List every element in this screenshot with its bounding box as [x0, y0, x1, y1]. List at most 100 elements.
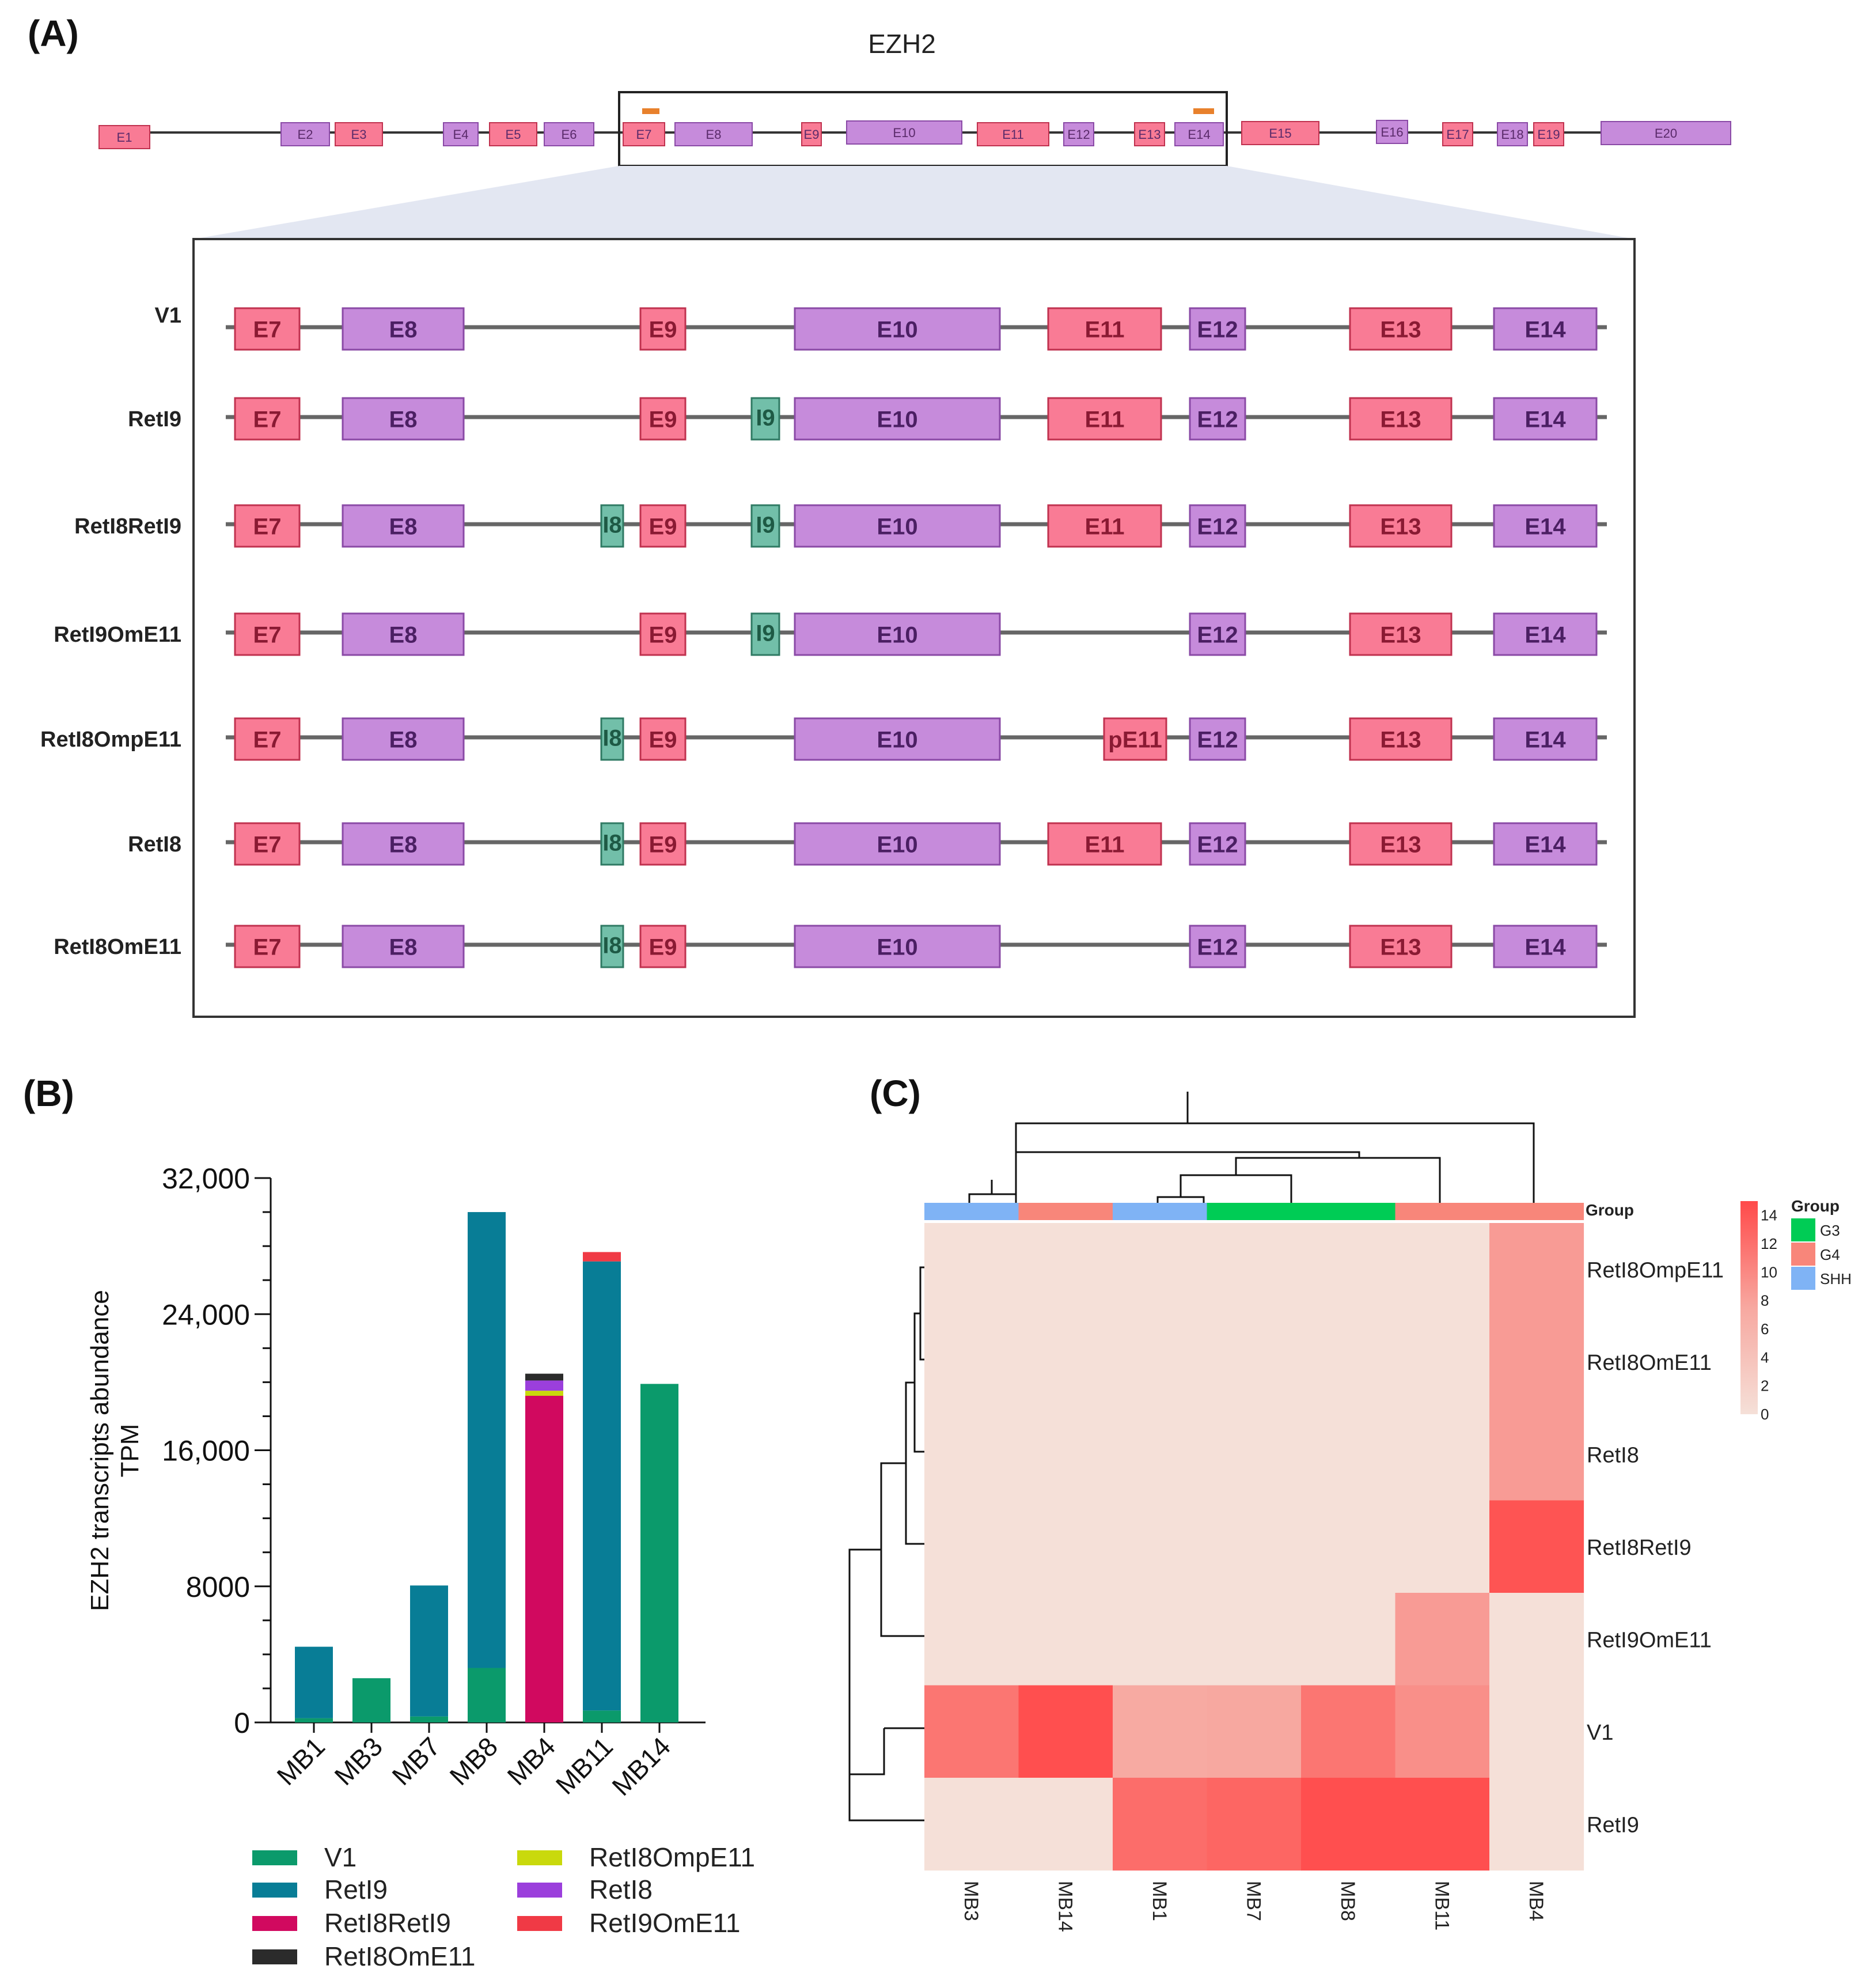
bar-segment	[583, 1252, 621, 1262]
heatmap-cell	[924, 1500, 1019, 1593]
gene-title: EZH2	[868, 29, 936, 59]
gene-exon	[1601, 121, 1731, 145]
transcript-block-label: E12	[1197, 727, 1238, 752]
gene-exon	[1442, 122, 1473, 146]
heatmap-cell	[1395, 1778, 1490, 1871]
transcript-block-label: E7	[253, 317, 282, 342]
transcript-block	[1493, 397, 1598, 441]
gene-exon	[98, 125, 150, 149]
dendrogram-link	[968, 1193, 1017, 1203]
group-annotation-cell	[1207, 1203, 1302, 1220]
gene-exon-label: E6	[562, 127, 577, 142]
panel-b-stacked-bar-chart: 0 8000 16,000 24,000 32,000 EZH2 transcripts…	[86, 1162, 755, 1971]
legend-swatch	[252, 1949, 297, 1964]
transcript-block-label: E8	[389, 514, 418, 539]
heatmap-cell	[1207, 1315, 1302, 1408]
transcript-block-label: E10	[877, 514, 917, 539]
transcript-block-label: E11	[1085, 832, 1125, 857]
gene-exon-label: E11	[1002, 127, 1024, 142]
heatmap-cell	[1113, 1685, 1208, 1778]
transcript-block-label: E14	[1525, 727, 1566, 752]
heatmap-row-label: RetI9OmE11	[1587, 1628, 1712, 1652]
transcript-block-label: E11	[1085, 407, 1125, 432]
group-legend-label: SHH	[1820, 1270, 1852, 1288]
transcript-block	[794, 504, 1001, 548]
group-annotation-cell	[1018, 1203, 1113, 1220]
transcript-label: RetI8RetI9	[74, 514, 181, 539]
transcript-block	[639, 822, 687, 866]
heatmap-row-label: RetI8RetI9	[1587, 1536, 1692, 1560]
panel-a-gene-structure: EZH2 E1 E2 E3 E4 E5 E6 E7 E8 E9 E10 E11 E12 E13 E14 E1…	[40, 29, 1731, 1018]
transcript-block-label: E14	[1525, 407, 1566, 432]
transcript-block	[234, 504, 301, 548]
transcript-block	[342, 925, 465, 968]
heatmap-row-label: RetI8OmpE11	[1587, 1258, 1724, 1282]
heatmap-cell	[1018, 1685, 1113, 1778]
transcript-block	[1349, 717, 1453, 761]
heatmap-column-label: MB11	[1431, 1881, 1453, 1930]
dendrogram-link	[1235, 1157, 1441, 1203]
transcript-block-label: E10	[877, 317, 917, 342]
heatmap-row-label: RetI8	[1587, 1443, 1639, 1467]
legend-swatch	[517, 1916, 562, 1931]
group-annotation-cell	[1489, 1203, 1584, 1220]
transcript-block	[342, 307, 465, 351]
transcript-block	[1047, 307, 1162, 351]
transcript-block	[1349, 397, 1453, 441]
heatmap-cell	[1489, 1223, 1584, 1316]
transcript-block-label: E8	[389, 407, 418, 432]
gene-exon	[280, 122, 330, 146]
gene-exon	[1241, 121, 1319, 145]
panel-label-c: (C)	[870, 1073, 921, 1114]
heatmap-cell	[1395, 1408, 1490, 1501]
heatmap-cell	[1018, 1223, 1113, 1316]
transcript-block-label: E11	[1085, 514, 1125, 539]
dendrogram-link	[1015, 1122, 1535, 1203]
transcript-block-label: E13	[1380, 832, 1421, 857]
bar-segment	[468, 1212, 506, 1668]
heatmap-cell	[1301, 1408, 1396, 1501]
y-tick-label: 16,000	[162, 1435, 250, 1467]
transcript-block	[234, 925, 301, 968]
transcript-block	[1189, 717, 1246, 761]
transcript-label: RetI8	[128, 832, 181, 857]
legend-label: RetI8OmpE11	[589, 1842, 755, 1872]
x-category-label: MB7	[386, 1731, 446, 1791]
transcript-block-label: E12	[1197, 514, 1238, 539]
group-legend-label: G3	[1820, 1222, 1840, 1239]
transcript-block-label: E9	[649, 832, 677, 857]
heatmap-cell	[924, 1315, 1019, 1408]
transcript-block	[794, 612, 1001, 656]
heatmap-cell	[1018, 1593, 1113, 1686]
transcript-block-label: E14	[1525, 317, 1566, 342]
gene-exon-label: E3	[351, 127, 367, 142]
transcript-block-label: I8	[602, 513, 621, 538]
colorbar-tick-label: 2	[1761, 1377, 1769, 1395]
bar-segment	[525, 1380, 563, 1391]
transcript-block	[600, 504, 624, 548]
group-annotation-cell	[1301, 1203, 1396, 1220]
transcript-block-label: E7	[253, 407, 282, 432]
heatmap-row-label: V1	[1587, 1721, 1613, 1745]
transcript-label: RetI9	[128, 407, 181, 431]
gene-exon	[1497, 122, 1528, 146]
transcript-block-label: I9	[756, 513, 775, 538]
y-tick-label: 8000	[186, 1571, 250, 1603]
bar-segment	[295, 1646, 333, 1718]
panel-label-a: (A)	[28, 13, 79, 54]
bar-segment	[410, 1585, 448, 1717]
transcript-block	[1189, 822, 1246, 866]
dendrogram-link	[880, 1462, 924, 1637]
transcript-block	[1189, 397, 1246, 441]
gene-exon	[335, 122, 383, 146]
y-tick-label: 24,000	[162, 1298, 250, 1331]
heatmap-cell	[1489, 1315, 1584, 1408]
legend-swatch	[517, 1883, 562, 1898]
gene-exon-track: E1 E2 E3 E4 E5 E6 E7 E8 E9 E10 E11 E12 E13 E14 E15 E16 E…	[98, 120, 1731, 149]
transcript-block	[750, 504, 780, 548]
transcript-block-label: E14	[1525, 934, 1566, 960]
y-axis-title-line-1: EZH2 transcripts abundance	[86, 1290, 114, 1611]
transcript-block-label: E7	[253, 934, 282, 960]
transcript-block	[639, 717, 687, 761]
